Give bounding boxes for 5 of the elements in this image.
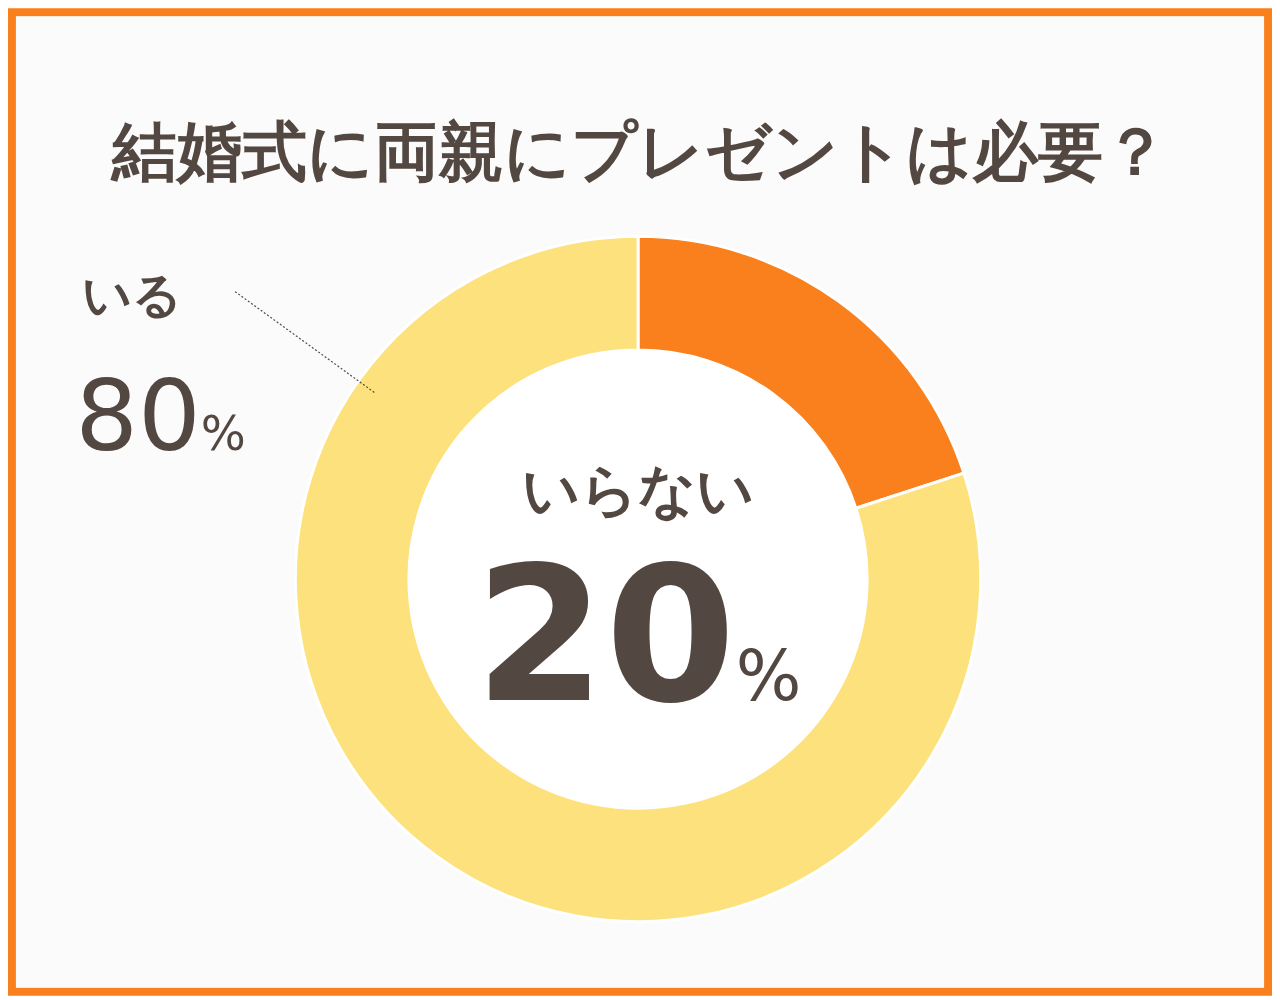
data-label: 80% xyxy=(75,357,246,473)
slice-label: いらない xyxy=(522,456,755,524)
chart-title: 結婚式に両親にプレゼントは必要？ xyxy=(110,114,1168,190)
slice-label: いる xyxy=(82,266,183,325)
data-label: 20% xyxy=(474,525,802,744)
